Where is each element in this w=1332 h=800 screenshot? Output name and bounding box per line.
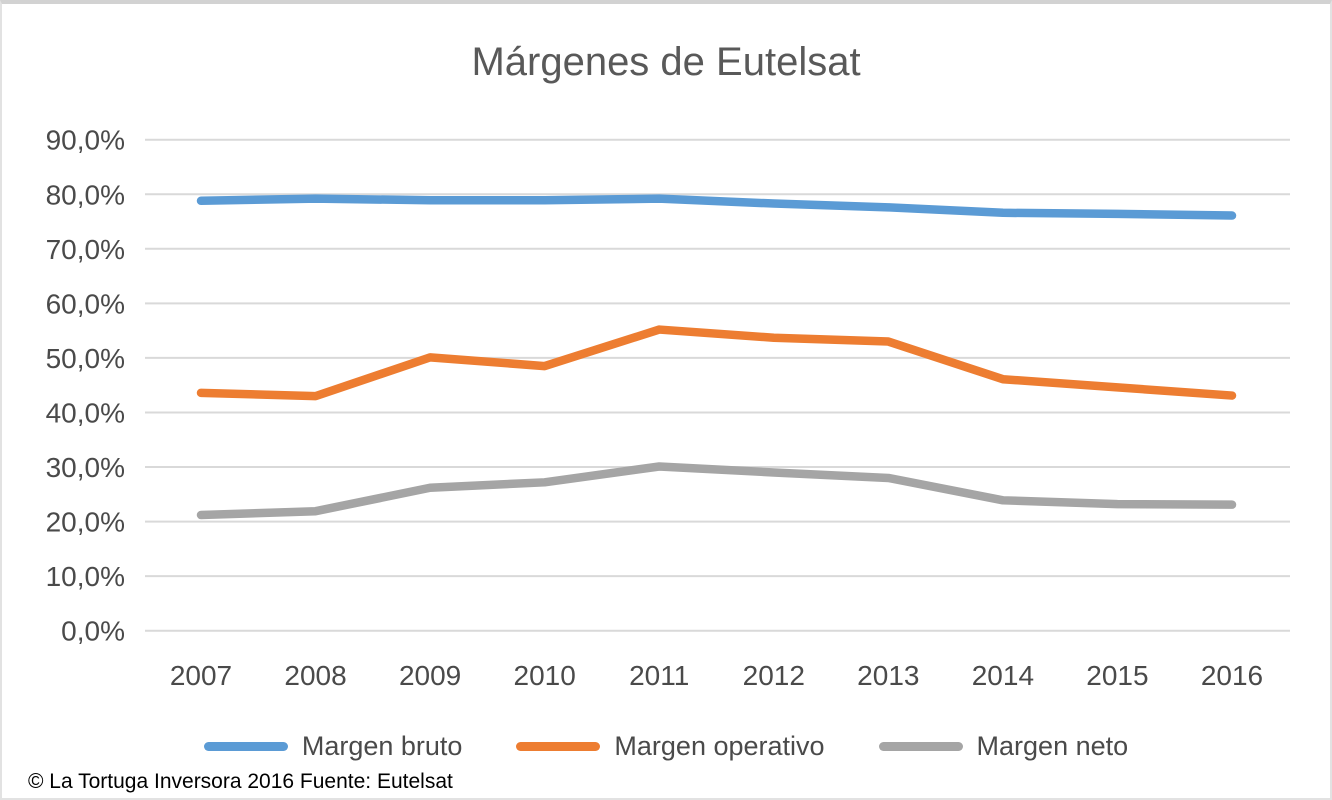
x-tick-label: 2012 [743,660,805,691]
y-tick-label: 50,0% [46,343,125,374]
y-tick-label: 20,0% [46,507,125,538]
line-chart-plot-area: 0,0% 10,0% 20,0% 30,0% 40,0% 50,0% 60,0% 70,0% 8… [46,125,1290,691]
legend-label: Margen neto [976,731,1129,761]
series-line-margen-operativo [196,325,1237,401]
y-tick-label: 0,0% [61,616,125,647]
y-tick-label: 30,0% [46,452,125,483]
legend-label: Margen bruto [301,731,463,761]
legend-label: Margen operativo [614,731,825,761]
margen-bruto-line-swatch-icon [203,742,288,751]
legend-item-margen-neto: Margen neto [878,731,1129,762]
margen-neto-line-swatch-icon [878,742,963,751]
x-tick-label: 2016 [1201,660,1263,691]
x-tick-label: 2014 [972,660,1034,691]
legend-item-margen-bruto: Margen bruto [203,731,463,762]
y-tick-label: 60,0% [46,288,125,319]
y-tick-label: 90,0% [46,125,125,156]
copyright-source-note: © La Tortuga Inversora 2016 Fuente: Eute… [28,770,453,793]
x-tick-label: 2010 [514,660,576,691]
x-tick-label: 2011 [629,660,689,691]
chart-title: Márgenes de Eutelsat [471,40,861,84]
x-tick-label: 2009 [399,660,461,691]
y-tick-label: 40,0% [46,397,125,428]
x-tick-label: 2008 [284,660,346,691]
y-tick-label: 70,0% [46,234,125,265]
series-line-margen-neto [196,462,1237,520]
chart-legend: Margen bruto Margen operativo Margen net… [2,731,1330,762]
x-tick-label: 2013 [857,660,919,691]
series-line-margen-bruto [196,194,1237,220]
x-tick-label: 2007 [170,660,232,691]
margen-operativo-line-swatch-icon [516,742,601,751]
y-tick-label: 80,0% [46,179,125,210]
legend-item-margen-operativo: Margen operativo [516,731,825,762]
y-tick-label: 10,0% [46,561,125,592]
x-tick-label: 2015 [1086,660,1148,691]
